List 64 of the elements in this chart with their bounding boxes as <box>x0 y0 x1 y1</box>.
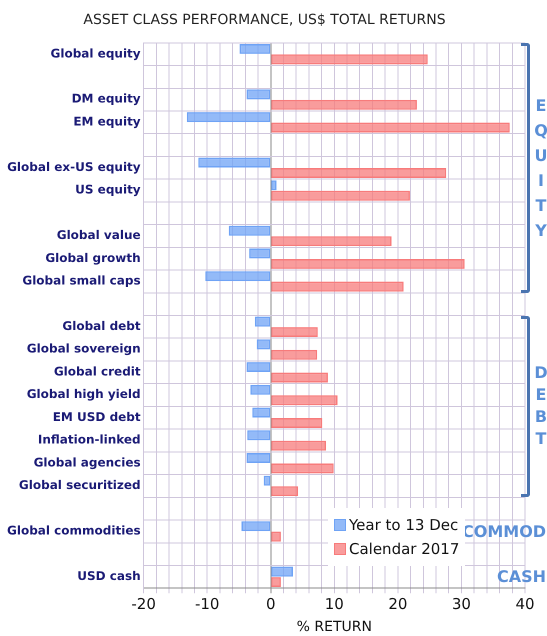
y-tick-label: Global high yield <box>26 387 141 402</box>
bar <box>271 486 298 496</box>
chart-title: ASSET CLASS PERFORMANCE, US$ TOTAL RETURNS <box>83 12 446 28</box>
bar <box>271 122 510 133</box>
bar <box>271 180 276 190</box>
bar <box>246 453 270 463</box>
y-tick-label: DM equity <box>72 92 141 106</box>
x-tick-label: 40 <box>515 595 535 614</box>
bar <box>252 408 270 418</box>
bar <box>271 566 293 577</box>
y-tick-label: EM equity <box>73 114 141 128</box>
y-tick-label: Global debt <box>62 318 141 333</box>
y-tick-label: Global ex-US equity <box>7 160 141 174</box>
legend-label: Year to 13 Dec <box>349 516 458 534</box>
x-tick-label: 30 <box>452 595 471 614</box>
x-tick-label: -10 <box>194 595 220 614</box>
bar <box>249 248 270 258</box>
bar <box>271 236 392 246</box>
y-tick-label: US equity <box>75 182 141 197</box>
bar <box>271 258 465 269</box>
y-tick-label: Global sovereign <box>26 342 141 356</box>
y-tick-label: Global equity <box>50 46 141 60</box>
bar <box>271 372 328 383</box>
x-tick-label: 20 <box>388 595 408 614</box>
bar <box>271 440 326 451</box>
annotation: COMMOD <box>462 522 546 541</box>
text: EQUITY <box>533 94 547 242</box>
bar <box>271 350 318 360</box>
bar <box>242 521 270 532</box>
y-tick-label: Global securitized <box>18 478 141 492</box>
y-tick-label: Global small caps <box>22 274 141 288</box>
bar <box>198 158 270 168</box>
bar <box>271 395 338 406</box>
bar <box>240 44 270 54</box>
y-tick-label: Global value <box>56 228 141 242</box>
annotation: CASH <box>497 567 546 586</box>
bar <box>246 362 270 372</box>
bar <box>271 282 404 292</box>
x-tick-label: 10 <box>324 595 344 614</box>
y-tick-label: USD cash <box>77 568 141 583</box>
bar <box>271 168 446 178</box>
x-axis-title: % RETURN <box>296 619 372 636</box>
bar <box>205 271 270 282</box>
legend-label: Calendar 2017 <box>349 540 460 558</box>
y-tick-label: Inflation-linked <box>38 432 141 447</box>
y-tick-label: EM USD debt <box>52 410 141 424</box>
x-tick-label: -20 <box>131 595 156 614</box>
text: DEBT <box>533 362 547 450</box>
bar <box>247 430 270 440</box>
bar <box>271 190 410 201</box>
y-tick-label: Global credit <box>54 364 141 378</box>
bar <box>271 418 322 428</box>
bar <box>228 226 270 236</box>
bar <box>271 327 318 338</box>
y-tick-label: Global growth <box>45 250 141 265</box>
x-tick-label: 0 <box>266 595 276 614</box>
bar <box>250 384 270 395</box>
bar <box>186 112 270 122</box>
bar <box>271 54 428 64</box>
y-tick-label: Global commodities <box>6 524 141 538</box>
y-tick-label: Global agencies <box>34 455 141 470</box>
bar <box>246 89 270 100</box>
bar <box>271 463 334 474</box>
bar <box>271 100 417 110</box>
